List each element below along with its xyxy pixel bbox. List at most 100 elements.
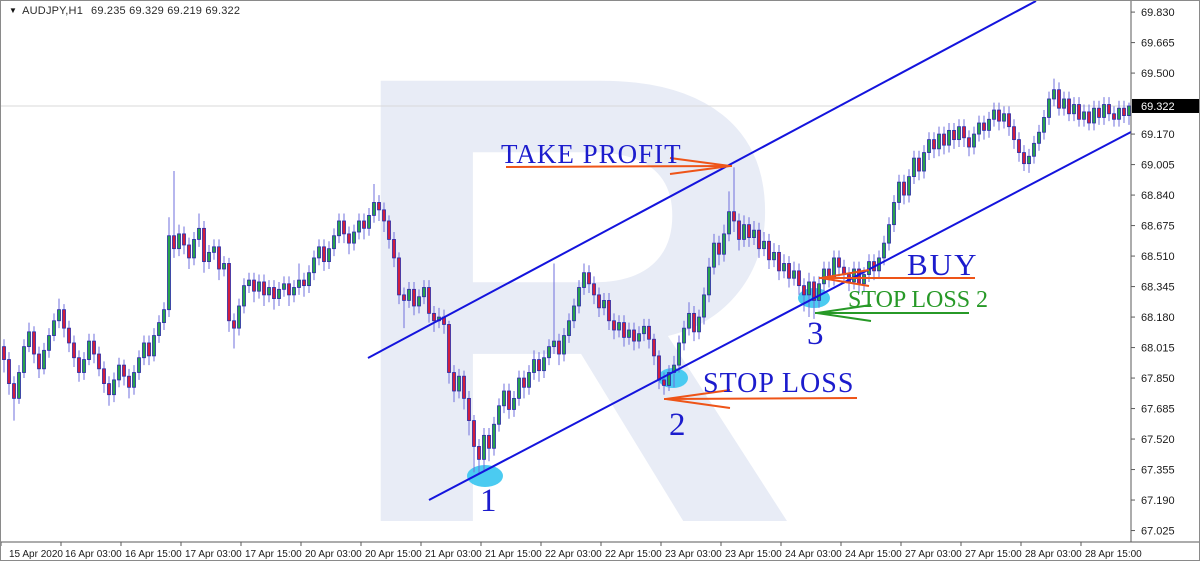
- time-axis[interactable]: 15 Apr 2020 16 Apr 03:00 16 Apr 15:00 17 Ap…: [1, 542, 1142, 560]
- candle-body: [522, 377, 526, 388]
- candle-body: [662, 379, 666, 386]
- candle-body: [1062, 98, 1066, 109]
- candle-body: [602, 300, 606, 309]
- candle-body: [262, 281, 266, 296]
- candle-body: [972, 133, 976, 148]
- candle-body: [297, 279, 301, 288]
- buy-arrow-head: [820, 277, 870, 287]
- candle-body: [1037, 131, 1041, 144]
- candle-body: [197, 227, 201, 240]
- candle-body: [7, 359, 11, 384]
- candle-body: [807, 281, 811, 296]
- price-tick-label: 68.015: [1141, 343, 1175, 355]
- take-profit-arrow[interactable]: [505, 157, 733, 175]
- candle-body: [22, 346, 26, 373]
- candles-layer: [2, 78, 1131, 475]
- candle-body: [272, 287, 276, 299]
- candle-body: [557, 340, 561, 355]
- highlight-ellipse-1[interactable]: [467, 465, 503, 487]
- candle-body: [122, 364, 126, 377]
- candle-body: [687, 312, 691, 329]
- candle-body: [367, 215, 371, 229]
- candle-body: [762, 240, 766, 250]
- buy-label[interactable]: BUY: [907, 247, 978, 282]
- stop-loss-arrow[interactable]: [663, 389, 858, 409]
- candle-body: [987, 118, 991, 131]
- candle-body: [542, 357, 546, 372]
- time-tick-label: 23 Apr 15:00: [725, 549, 782, 560]
- time-tick-label: 20 Apr 15:00: [365, 549, 422, 560]
- point-1-label[interactable]: 1: [480, 483, 497, 519]
- candle-body: [152, 335, 156, 357]
- candle-body: [307, 272, 311, 287]
- price-axis[interactable]: 69.830 69.665 69.500 69.170 69.005 68.840 68.6…: [1131, 7, 1175, 538]
- channel-upper-trendline[interactable]: [367, 1, 1037, 359]
- candle-body: [247, 279, 251, 287]
- candle-body: [402, 294, 406, 301]
- time-tick-label: 17 Apr 03:00: [185, 549, 242, 560]
- candle-body: [957, 126, 961, 141]
- candle-body: [202, 227, 206, 263]
- candle-body: [1057, 89, 1061, 109]
- candle-body: [287, 283, 291, 296]
- candle-body: [427, 287, 431, 314]
- candle-body: [1087, 111, 1091, 124]
- candle-body: [1077, 104, 1081, 120]
- candle-body: [782, 263, 786, 272]
- candle-body: [222, 263, 226, 270]
- candle-body: [162, 309, 166, 324]
- candle-body: [82, 359, 86, 373]
- candle-body: [322, 246, 326, 263]
- time-tick-label: 15 Apr 2020: [9, 549, 63, 560]
- candle-body: [702, 294, 706, 318]
- time-tick-label: 22 Apr 03:00: [545, 549, 602, 560]
- candle-body: [327, 248, 331, 263]
- candle-body: [697, 316, 701, 333]
- symbol-dropdown-icon[interactable]: ▼: [9, 6, 18, 15]
- stop-loss-2-arrow[interactable]: [815, 304, 969, 322]
- price-tick-label: 67.025: [1141, 526, 1175, 538]
- candle-body: [732, 211, 736, 222]
- candle-body: [347, 233, 351, 244]
- price-tick-label: 68.510: [1141, 251, 1175, 263]
- point-3-label[interactable]: 3: [807, 316, 824, 352]
- candle-body: [562, 335, 566, 355]
- candle-body: [172, 235, 176, 250]
- candle-body: [992, 109, 996, 120]
- point-2-label[interactable]: 2: [669, 407, 686, 443]
- candle-body: [477, 446, 481, 460]
- candle-body: [582, 272, 586, 288]
- candle-body: [907, 176, 911, 196]
- candle-body: [797, 270, 801, 287]
- stop-loss-2-label[interactable]: STOP LOSS 2: [848, 287, 988, 313]
- candle-body: [72, 342, 76, 359]
- candle-body: [967, 137, 971, 148]
- candle-body: [352, 231, 356, 244]
- candle-body: [592, 283, 596, 296]
- candle-body: [212, 246, 216, 253]
- candle-body: [1017, 139, 1021, 153]
- candle-body: [257, 281, 261, 292]
- candle-body: [612, 320, 616, 331]
- candle-body: [447, 324, 451, 373]
- candle-body: [1072, 104, 1076, 115]
- buy-arrow[interactable]: [819, 269, 975, 287]
- candle-body: [722, 233, 726, 255]
- candle-body: [102, 368, 106, 384]
- price-tick-label: 69.665: [1141, 38, 1175, 50]
- candle-body: [537, 359, 541, 372]
- candle-body: [457, 375, 461, 392]
- candle-body: [237, 305, 241, 329]
- channel-lower-trendline[interactable]: [428, 131, 1132, 501]
- take-profit-label[interactable]: TAKE PROFIT: [501, 139, 682, 169]
- take-profit-arrow-head: [669, 165, 731, 175]
- candle-body: [622, 322, 626, 338]
- candle-body: [1022, 152, 1026, 165]
- candle-body: [432, 312, 436, 322]
- stop-loss-label[interactable]: STOP LOSS: [703, 368, 854, 399]
- candle-body: [712, 242, 716, 268]
- candle-body: [372, 202, 376, 216]
- candle-body: [1092, 107, 1096, 124]
- candle-body: [977, 122, 981, 135]
